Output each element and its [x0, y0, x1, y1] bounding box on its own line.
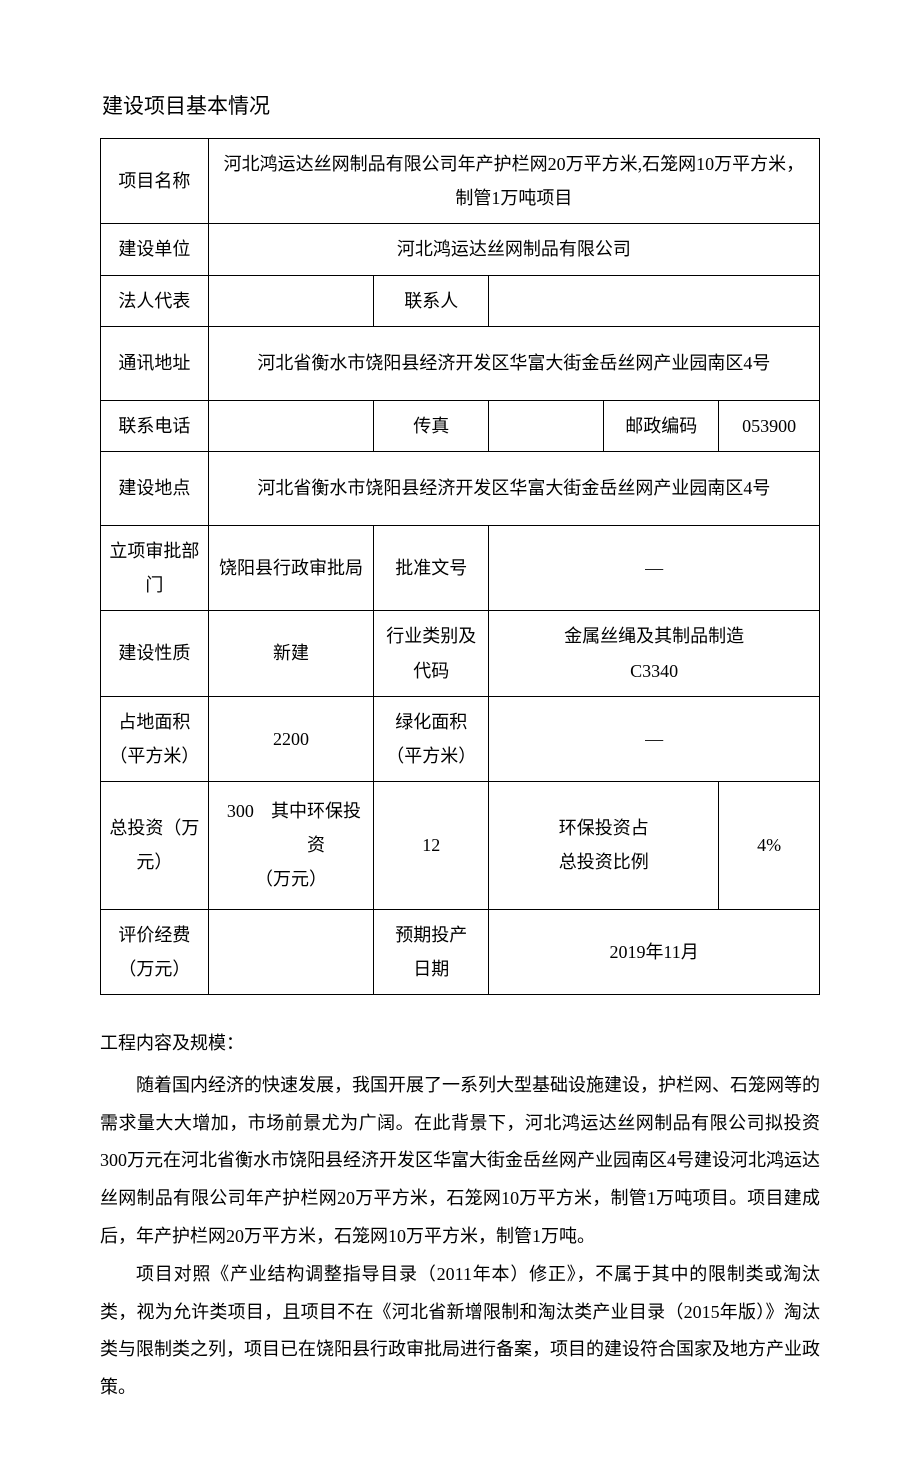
- label-project-name: 项目名称: [101, 139, 209, 224]
- label-total-inv: 总投资（万 元）: [101, 782, 209, 910]
- label-nature: 建设性质: [101, 611, 209, 696]
- label-total-inv-l1: 总投资（万: [109, 818, 199, 838]
- value-green: —: [489, 696, 820, 781]
- label-eval-fee: 评价经费 （万元）: [101, 909, 209, 994]
- label-prod-date-l1: 预期投产: [395, 925, 467, 945]
- table-row: 建设性质 新建 行业类别及 代码 金属丝绳及其制品制造 C3340: [101, 611, 820, 696]
- label-env-ratio-l1: 环保投资占: [559, 818, 649, 838]
- label-address: 通讯地址: [101, 326, 209, 400]
- label-prod-date-l2: 日期: [413, 959, 449, 979]
- label-fax: 传真: [374, 400, 489, 451]
- label-contact-person: 联系人: [374, 275, 489, 326]
- value-legal-rep: [208, 275, 373, 326]
- value-eval-fee: [208, 909, 373, 994]
- value-nature: 新建: [208, 611, 373, 696]
- table-row: 建设单位 河北鸿运达丝网制品有限公司: [101, 224, 820, 275]
- label-site: 建设地点: [101, 451, 209, 525]
- label-env-inv-l1: 其中环保投资: [269, 794, 363, 862]
- table-row: 建设地点 河北省衡水市饶阳县经济开发区华富大街金岳丝网产业园南区4号: [101, 451, 820, 525]
- page-title: 建设项目基本情况: [100, 90, 820, 120]
- table-row: 联系电话 传真 邮政编码 053900: [101, 400, 820, 451]
- cell-total-env-inv: 300 其中环保投资 （万元）: [208, 782, 373, 910]
- value-land: 2200: [208, 696, 373, 781]
- value-contact-person: [489, 275, 820, 326]
- table-row: 通讯地址 河北省衡水市饶阳县经济开发区华富大街金岳丝网产业园南区4号: [101, 326, 820, 400]
- label-env-ratio: 环保投资占 总投资比例: [489, 782, 719, 910]
- label-builder: 建设单位: [101, 224, 209, 275]
- value-site: 河北省衡水市饶阳县经济开发区华富大街金岳丝网产业园南区4号: [208, 451, 819, 525]
- table-row: 总投资（万 元） 300 其中环保投资 （万元） 12 环保投资占 总投资比例 …: [101, 782, 820, 910]
- body-subhead: 工程内容及规模：: [100, 1025, 820, 1063]
- label-phone: 联系电话: [101, 400, 209, 451]
- table-row: 法人代表 联系人: [101, 275, 820, 326]
- label-approval-dept-l2: 门: [145, 575, 163, 595]
- body-text-section: 工程内容及规模： 随着国内经济的快速发展，我国开展了一系列大型基础设施建设，护栏…: [100, 1025, 820, 1407]
- value-builder: 河北鸿运达丝网制品有限公司: [208, 224, 819, 275]
- project-info-table: 项目名称 河北鸿运达丝网制品有限公司年产护栏网20万平方米,石笼网10万平方米，…: [100, 138, 820, 995]
- value-address: 河北省衡水市饶阳县经济开发区华富大街金岳丝网产业园南区4号: [208, 326, 819, 400]
- value-project-name: 河北鸿运达丝网制品有限公司年产护栏网20万平方米,石笼网10万平方米，制管1万吨…: [208, 139, 819, 224]
- body-paragraph-1: 随着国内经济的快速发展，我国开展了一系列大型基础设施建设，护栏网、石笼网等的需求…: [100, 1067, 820, 1256]
- label-eval-fee-l2: （万元）: [118, 959, 190, 979]
- label-env-ratio-l2: 总投资比例: [559, 852, 649, 872]
- table-row: 评价经费 （万元） 预期投产 日期 2019年11月: [101, 909, 820, 994]
- value-industry-l2: C3340: [630, 661, 678, 681]
- label-approval-dept-l1: 立项审批部: [109, 541, 199, 561]
- label-green-l1: 绿化面积: [395, 712, 467, 732]
- label-eval-fee-l1: 评价经费: [118, 925, 190, 945]
- value-total-inv: 300: [219, 794, 269, 862]
- label-approval-dept: 立项审批部 门: [101, 525, 209, 610]
- label-land-l1: 占地面积: [118, 712, 190, 732]
- value-approval-no: —: [489, 525, 820, 610]
- label-total-inv-l2: 元）: [136, 852, 172, 872]
- value-approval-dept: 饶阳县行政审批局: [208, 525, 373, 610]
- label-legal-rep: 法人代表: [101, 275, 209, 326]
- value-env-inv: 12: [374, 782, 489, 910]
- label-industry-l1: 行业类别及: [386, 626, 476, 646]
- value-prod-date: 2019年11月: [489, 909, 820, 994]
- label-green-l2: （平方米）: [386, 746, 476, 766]
- value-industry: 金属丝绳及其制品制造 C3340: [489, 611, 820, 696]
- table-row: 项目名称 河北鸿运达丝网制品有限公司年产护栏网20万平方米,石笼网10万平方米，…: [101, 139, 820, 224]
- label-postal: 邮政编码: [604, 400, 719, 451]
- table-row: 占地面积 （平方米） 2200 绿化面积 （平方米） —: [101, 696, 820, 781]
- table-row: 立项审批部 门 饶阳县行政审批局 批准文号 —: [101, 525, 820, 610]
- document-page: 建设项目基本情况 项目名称 河北鸿运达丝网制品有限公司年产护栏网20万平方米,石…: [0, 0, 920, 1467]
- value-env-ratio: 4%: [719, 782, 820, 910]
- label-land: 占地面积 （平方米）: [101, 696, 209, 781]
- value-fax: [489, 400, 604, 451]
- label-approval-no: 批准文号: [374, 525, 489, 610]
- label-land-l2: （平方米）: [109, 746, 199, 766]
- label-industry: 行业类别及 代码: [374, 611, 489, 696]
- value-phone: [208, 400, 373, 451]
- label-prod-date: 预期投产 日期: [374, 909, 489, 994]
- value-industry-l1: 金属丝绳及其制品制造: [564, 626, 744, 646]
- body-paragraph-2: 项目对照《产业结构调整指导目录（2011年本）修正》，不属于其中的限制类或淘汰类…: [100, 1256, 820, 1407]
- label-green: 绿化面积 （平方米）: [374, 696, 489, 781]
- label-env-inv-l2: （万元）: [215, 862, 367, 900]
- value-postal: 053900: [719, 400, 820, 451]
- label-industry-l2: 代码: [413, 661, 449, 681]
